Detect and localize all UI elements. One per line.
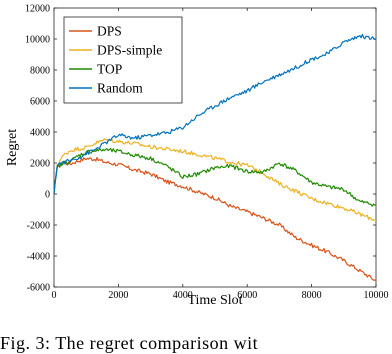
x-tick-label: 2000 [108,290,128,301]
y-tick-label: -2000 [27,221,50,232]
y-tick-label: 0 [45,190,50,201]
y-tick-label: 4000 [30,128,50,139]
series-line-top [53,147,377,207]
x-axis-label: Time Slot [187,293,242,308]
x-tick-label: 4000 [173,290,193,301]
legend-label: TOP [97,62,122,77]
y-tick-label: 10000 [25,35,50,46]
series-layer [53,33,377,282]
y-axis-label: Regret [5,129,20,166]
figure-caption: Fig. 3: The regret comparison wit [0,333,259,353]
series-line-dps [53,156,377,282]
x-tick-label: 0 [52,290,57,301]
regret-line-chart: 0 2000 4000 6000 8000 10000 -6000 -4000 -2000 0 20… [5,4,389,309]
y-tick-label: 2000 [30,159,50,170]
series-line-random [53,33,377,195]
legend-label: DPS-simple [97,43,162,58]
legend: DPS DPS-simple TOP Random [63,16,183,104]
legend-label: DPS [97,24,122,39]
tick-labels: 0 2000 4000 6000 8000 10000 -6000 -4000 -2000 0 20… [25,4,389,302]
series-line-dps-simple [53,138,377,221]
x-tick-label: 8000 [302,290,322,301]
y-tick-label: -4000 [27,252,50,263]
y-tick-label: 12000 [25,4,50,15]
y-tick-label: 8000 [30,66,50,77]
x-tick-label: 6000 [237,290,257,301]
x-tick-label: 10000 [364,290,389,301]
axes-frame [53,7,377,288]
y-tick-label: -6000 [27,283,50,294]
y-tick-label: 6000 [30,97,50,108]
legend-label: Random [97,81,143,96]
plot-area-border [53,7,377,288]
